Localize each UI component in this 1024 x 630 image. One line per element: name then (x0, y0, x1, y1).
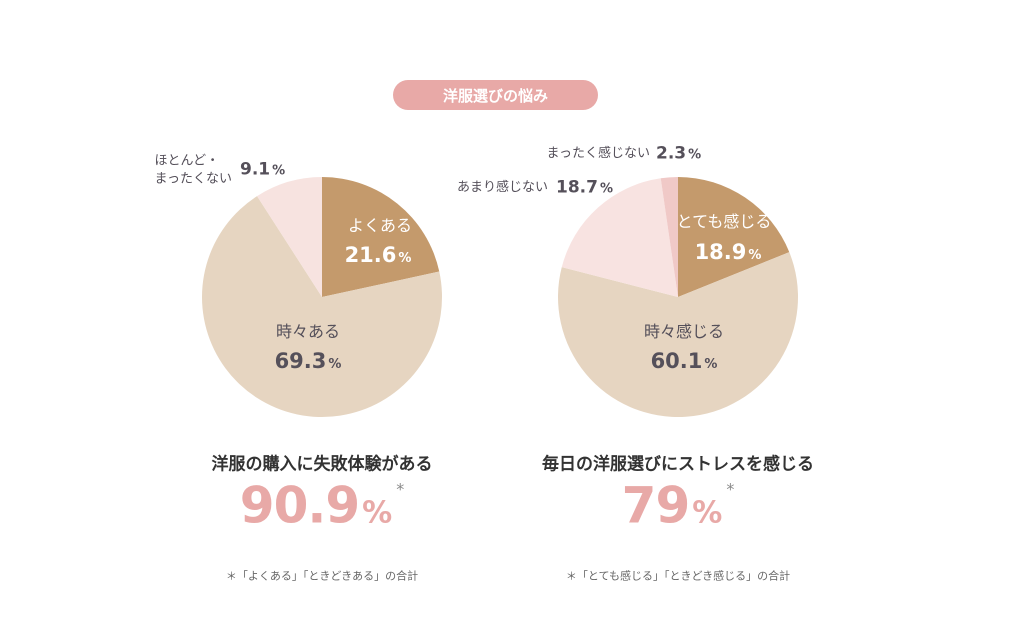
pie-slice (322, 177, 440, 297)
slice-value-number: 9.1 (240, 159, 271, 180)
slice-value-number: 60.1 (650, 348, 703, 373)
slice-value: 21.6% (345, 241, 412, 269)
header-title: 洋服選びの悩み (442, 86, 548, 105)
pie-slice (558, 252, 798, 417)
summary-label-text: 毎日の洋服選びにストレスを感じる (542, 454, 814, 475)
footnote: ＊「とても感じる」「ときどき感じる」の合計 (566, 570, 790, 585)
summary-value: 79% * (622, 472, 735, 540)
slice-label: ほとんど・ まったくない (155, 152, 232, 187)
slice-value-unit: % (272, 163, 286, 179)
summary-mark: * (726, 479, 735, 499)
pie-slice (678, 177, 790, 297)
slice-value: 2.3% (656, 143, 701, 166)
pie-slice (660, 177, 678, 297)
header-pill: 洋服選びの悩み (393, 80, 598, 110)
footnote-text: ＊「よくある」「ときどきある」の合計 (225, 569, 419, 583)
slice-label: 時々ある (276, 321, 340, 343)
slice-value: 18.7% (556, 177, 613, 200)
slice-label-text: ほとんど・ まったくない (154, 153, 232, 186)
summary-mark: * (396, 479, 405, 499)
slice-value: 60.1% (651, 347, 718, 375)
slice-value-unit: % (704, 356, 718, 372)
slice-label: よくある (348, 215, 412, 237)
footnote: ＊「よくある」「ときどきある」の合計 (226, 570, 418, 585)
slice-value: 9.1% (240, 159, 285, 182)
summary-label: 洋服の購入に失敗体験がある (212, 454, 433, 477)
pie-slice (202, 196, 443, 418)
slice-value: 69.3% (275, 347, 342, 375)
slice-value-unit: % (599, 181, 613, 197)
slice-label-text: 時々ある (275, 322, 341, 342)
summary-unit: % (692, 495, 723, 531)
summary-unit: % (362, 495, 393, 531)
slice-label: 時々感じる (644, 321, 724, 343)
slice-value-unit: % (328, 356, 342, 372)
pie-slice (561, 178, 678, 297)
slice-value-unit: % (688, 147, 702, 163)
slice-label-text: 時々感じる (643, 322, 725, 342)
summary-number: 90.9 (239, 476, 360, 535)
summary-label-text: 洋服の購入に失敗体験がある (211, 454, 433, 475)
footnote-text: ＊「とても感じる」「ときどき感じる」の合計 (565, 569, 791, 583)
slice-label: あまり感じない (457, 179, 548, 197)
summary-value: 90.9% * (240, 472, 404, 540)
slice-value-number: 69.3 (274, 348, 327, 373)
slice-label-text: とても感じる (676, 212, 772, 232)
slice-value-unit: % (748, 247, 762, 263)
slice-value-number: 18.9 (694, 239, 747, 264)
summary-label: 毎日の洋服選びにストレスを感じる (542, 454, 814, 477)
slice-label-text: よくある (347, 216, 413, 236)
slice-value-number: 18.7 (556, 177, 598, 198)
slice-label: まったく感じない (547, 145, 650, 163)
summary-number: 79 (621, 476, 691, 535)
slice-value-number: 21.6 (344, 242, 397, 267)
slice-value: 18.9% (695, 238, 762, 266)
pie-slice (257, 177, 322, 297)
slice-label-text: まったく感じない (546, 146, 650, 162)
slice-value-unit: % (398, 250, 412, 266)
slice-label-text: あまり感じない (456, 180, 548, 196)
slice-value-number: 2.3 (656, 143, 687, 164)
slice-label: とても感じる (677, 211, 772, 233)
